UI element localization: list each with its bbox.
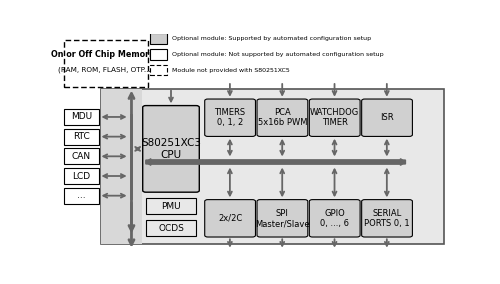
Text: ISR: ISR: [380, 113, 394, 122]
Text: WATCHDOG
TIMER: WATCHDOG TIMER: [310, 108, 360, 128]
FancyBboxPatch shape: [362, 99, 412, 136]
Text: (RAM, ROM, FLASH, OTP...): (RAM, ROM, FLASH, OTP...): [58, 67, 154, 73]
Text: Optional module: Not supported by automated configuration setup: Optional module: Not supported by automa…: [172, 52, 384, 57]
FancyBboxPatch shape: [204, 99, 256, 136]
Text: Optional module: Supported by automated configuration setup: Optional module: Supported by automated …: [172, 36, 371, 41]
FancyArrow shape: [146, 159, 406, 165]
Text: Module not provided with S80251XC5: Module not provided with S80251XC5: [172, 68, 290, 73]
Text: ...: ...: [77, 191, 86, 200]
Bar: [150, 65, 167, 76]
Bar: [64, 39, 148, 87]
Text: 2x/2C: 2x/2C: [218, 214, 242, 223]
Text: On or Off Chip Memories: On or Off Chip Memories: [50, 50, 162, 59]
Bar: [64, 168, 98, 184]
FancyArrow shape: [146, 159, 406, 165]
Bar: [146, 198, 196, 214]
Text: MDU: MDU: [71, 112, 92, 122]
Bar: [150, 34, 167, 44]
Bar: [150, 49, 167, 60]
Bar: [101, 89, 444, 244]
Text: CAN: CAN: [72, 152, 91, 161]
Bar: [101, 89, 142, 244]
Bar: [64, 149, 98, 164]
Bar: [64, 109, 98, 125]
Bar: [64, 188, 98, 204]
Text: LCD: LCD: [72, 172, 90, 181]
Text: S80251XC3
CPU: S80251XC3 CPU: [141, 138, 201, 160]
Text: RTC: RTC: [73, 132, 90, 141]
Text: TIMERS
0, 1, 2: TIMERS 0, 1, 2: [214, 108, 246, 128]
Bar: [146, 220, 196, 236]
FancyBboxPatch shape: [257, 99, 308, 136]
Bar: [64, 129, 98, 145]
FancyBboxPatch shape: [362, 200, 412, 237]
FancyBboxPatch shape: [310, 200, 360, 237]
Text: SPI
Master/Slave: SPI Master/Slave: [255, 209, 310, 228]
FancyBboxPatch shape: [310, 99, 360, 136]
FancyBboxPatch shape: [142, 106, 200, 192]
FancyBboxPatch shape: [204, 200, 256, 237]
Text: PMU: PMU: [161, 202, 181, 211]
Text: PCA
5x16b PWM: PCA 5x16b PWM: [258, 108, 307, 128]
Text: SERIAL
PORTS 0, 1: SERIAL PORTS 0, 1: [364, 209, 410, 228]
Text: GPIO
0, ..., 6: GPIO 0, ..., 6: [320, 209, 349, 228]
Text: OCDS: OCDS: [158, 224, 184, 233]
FancyBboxPatch shape: [257, 200, 308, 237]
